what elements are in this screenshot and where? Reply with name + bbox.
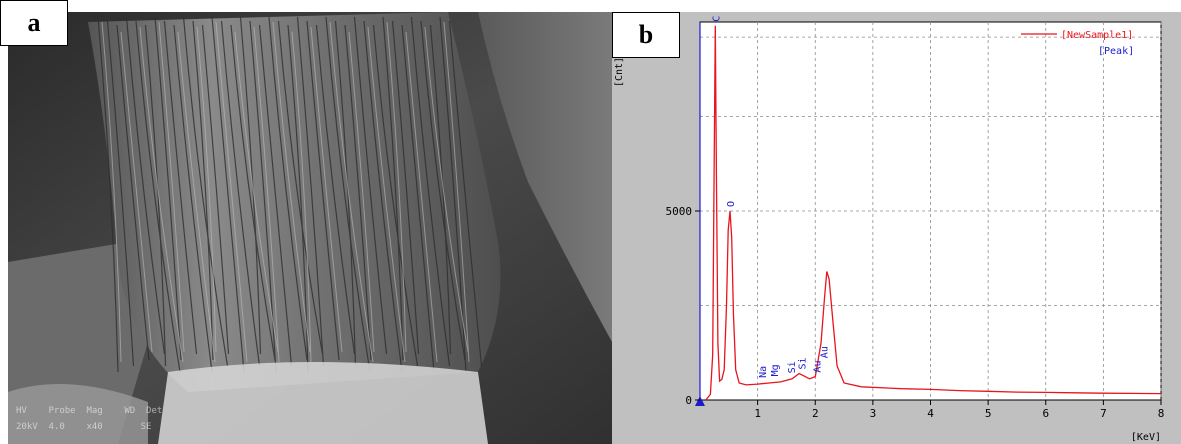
peak-label: Au [819,346,830,358]
y-tick-label: 0 [685,394,692,407]
x-tick-label: 4 [927,407,934,420]
fiber-strand [125,16,166,355]
fiber-highlight [196,26,217,353]
fiber-highlight [215,21,248,363]
eds-spectrum-panel: 1 2 3 4 5 6 7 8 0 5000 C O Na Mg Si Si Au Au [NewSample1… [612,12,1181,444]
fiber-highlight [253,26,280,363]
fiber-strand [163,20,198,355]
fiber-strand [182,16,229,367]
spectrum-series [705,25,1162,401]
fiber-strand [372,24,419,367]
fiber-highlight [386,21,407,353]
fiber-strand [192,20,214,361]
peak-label: C [712,16,723,22]
fiber-strand [116,24,150,361]
peak-label: Si [797,357,808,369]
fiber-strand [325,16,371,373]
fiber-strand [97,16,119,373]
panel-label-b: b [612,12,680,58]
fiber-strand [230,24,276,361]
sem-databar-row-1: HV Probe Mag WD Det [16,406,163,416]
fiber-strand [296,16,325,367]
fiber-highlight [405,31,438,363]
x-tick-label: 7 [1100,407,1107,420]
fiber-strand [363,20,403,373]
peak-label: Au [812,361,823,373]
fiber-strand [268,16,308,361]
fiber-strand [401,24,435,373]
peak-label: O [726,201,737,207]
fiber-strand [106,20,135,367]
fiber-strand [391,20,420,355]
legend: [NewSample1] [Peak] [1021,30,1134,57]
fiber-highlight [120,31,153,353]
origin-marker [695,396,705,406]
sem-micrograph-panel: HV Probe Mag WD Det 20kV 4.0 x40 SE [8,12,612,444]
legend-entry: [Peak] [1098,46,1134,57]
fiber-highlight [234,31,279,353]
legend-entry: [NewSample1] [1061,30,1133,41]
fiber-highlight [177,31,216,363]
fiber-highlight [139,26,184,363]
panel-label-a: a [0,0,68,46]
peak-label: Si [787,361,798,373]
spectrum-line [705,25,1162,401]
fiber-strand [448,20,483,367]
fiber-strand [382,16,404,361]
sem-data-bar: HV Probe Mag WD Det 20kV 4.0 x40 SE [8,398,612,444]
fiber-highlight [329,21,374,363]
x-tick-label: 6 [1042,407,1049,420]
fiber-highlight [348,31,375,353]
fiber-strand [420,20,466,361]
fiber-strand [173,24,213,373]
fiber-highlight [101,21,122,363]
fiber-strand [344,24,372,361]
fiber-strand [154,16,182,361]
y-tick-label: 5000 [666,205,693,218]
x-axis-label: [KeV] [1131,432,1161,443]
grid-lines [700,22,1162,400]
fiber-strand [211,16,245,373]
tick-labels: 1 2 3 4 5 6 7 8 0 5000 [666,205,1165,420]
fiber-highlight [291,31,312,363]
fiber-strand [135,20,181,373]
fiber-highlight [367,26,406,363]
x-tick-label: 5 [985,407,992,420]
y-axis-label: [Cnt] [614,57,625,87]
fiber-strand [220,20,261,367]
x-tick-label: 3 [870,407,877,420]
x-tick-label: 8 [1158,407,1165,420]
fiber-strand [410,16,451,367]
fiber-strand [315,24,356,355]
sem-databar-row-2: 20kV 4.0 x40 SE [16,422,152,432]
fiber-highlight [158,21,185,353]
fiber-highlight [272,21,311,353]
fiber-strand [306,20,340,361]
fiber-highlight [310,26,343,353]
fiber-highlight [443,21,470,363]
peak-label: Mg [770,364,781,376]
x-tick-label: 1 [754,407,761,420]
fiber-highlight [424,26,469,353]
fiber-strand [258,24,293,367]
x-tick-label: 2 [812,407,819,420]
fiber-strand [277,20,324,355]
fiber-strand [201,24,230,355]
peak-label: Na [758,366,769,378]
sem-fiber-image [8,12,612,444]
fiber-strand [353,16,388,355]
